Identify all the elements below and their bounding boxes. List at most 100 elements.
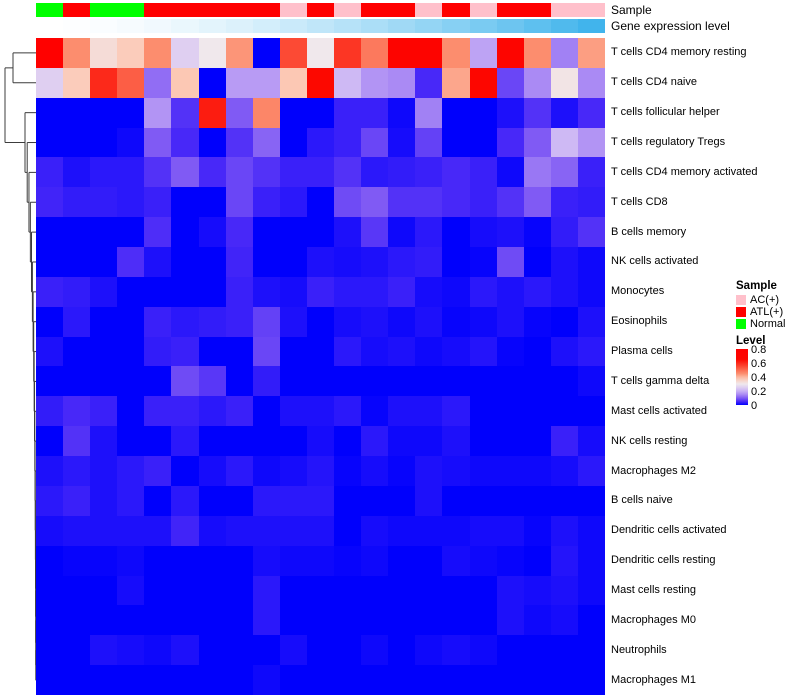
heatmap-cell <box>144 485 172 516</box>
heatmap-cell <box>117 366 145 397</box>
heatmap-cell <box>198 396 226 427</box>
heatmap-cell <box>252 336 280 367</box>
heatmap-cell <box>550 217 578 248</box>
heatmap-cell <box>334 485 362 516</box>
heatmap-cell <box>171 575 199 606</box>
heatmap-cell <box>415 456 443 486</box>
heatmap-cell <box>279 38 307 68</box>
heatmap-cell <box>334 187 362 218</box>
heatmap-cell <box>171 38 199 68</box>
sample-annotation-cell <box>415 3 443 17</box>
heatmap-cell <box>577 67 605 98</box>
heatmap-cell <box>388 157 416 188</box>
legend-sample-title: Sample <box>736 280 777 292</box>
heatmap-cell <box>306 366 335 397</box>
heatmap-cell <box>334 545 362 576</box>
heatmap-cell <box>334 67 362 98</box>
heatmap-cell <box>550 157 578 188</box>
heatmap-cell <box>442 485 470 516</box>
heatmap-cell <box>279 605 307 636</box>
heatmap-cell <box>225 456 253 486</box>
heatmap-cell <box>198 187 226 218</box>
heatmap-cell <box>361 396 389 427</box>
gene-expression-annotation-cell <box>90 19 118 33</box>
heatmap-cell <box>90 67 118 98</box>
heatmap-cell <box>63 485 91 516</box>
heatmap-cell <box>388 127 416 158</box>
heatmap-cell <box>550 426 578 457</box>
heatmap-cell <box>388 485 416 516</box>
heatmap-cell <box>36 247 64 277</box>
sample-annotation-cell <box>36 3 64 17</box>
heatmap-cell <box>171 67 199 98</box>
heatmap-cell <box>279 247 307 277</box>
heatmap-cell <box>63 575 91 606</box>
heatmap-cell <box>550 635 578 666</box>
gene-expression-annotation-cell <box>117 19 145 33</box>
heatmap-cell <box>442 217 470 248</box>
heatmap-cell <box>550 456 578 486</box>
heatmap-cell <box>496 545 524 576</box>
heatmap-cell <box>144 396 172 427</box>
heatmap-cell <box>523 97 551 128</box>
heatmap-cell <box>144 217 172 248</box>
heatmap-cell <box>279 127 307 158</box>
heatmap-cell <box>334 426 362 457</box>
heatmap-cell <box>90 456 118 486</box>
heatmap-cell <box>63 247 91 277</box>
heatmap-cell <box>550 605 578 636</box>
heatmap-cell <box>550 336 578 367</box>
heatmap-cell <box>144 336 172 367</box>
heatmap-cell <box>496 38 524 68</box>
heatmap-cell <box>415 366 443 397</box>
sample-annotation-cell <box>523 3 551 17</box>
heatmap-cell <box>415 665 443 695</box>
level-tick-label: 0.4 <box>751 372 767 384</box>
heatmap-cell <box>415 575 443 606</box>
level-tick-label: 0.6 <box>751 358 767 370</box>
heatmap-cell <box>550 485 578 516</box>
heatmap-cell <box>117 426 145 457</box>
heatmap-cell <box>90 665 118 695</box>
heatmap-cell <box>415 545 443 576</box>
heatmap-cell <box>90 38 118 68</box>
heatmap-cell <box>388 605 416 636</box>
heatmap-cell <box>279 426 307 457</box>
heatmap-cell <box>306 515 335 546</box>
heatmap-cell <box>361 605 389 636</box>
heatmap-cell <box>388 575 416 606</box>
heatmap-cell <box>442 127 470 158</box>
sample-annotation-cell <box>171 3 199 17</box>
heatmap-cell <box>361 336 389 367</box>
heatmap-cell <box>117 187 145 218</box>
heatmap-cell <box>225 366 253 397</box>
heatmap-cell <box>306 396 335 427</box>
heatmap-cell <box>469 336 497 367</box>
heatmap-cell <box>334 456 362 486</box>
heatmap-cell <box>90 187 118 218</box>
row-label: Macrophages M1 <box>611 673 696 686</box>
heatmap-cell <box>63 456 91 486</box>
legend-level-title: Level <box>736 335 766 347</box>
heatmap-cell <box>36 38 64 68</box>
heatmap-cell <box>469 247 497 277</box>
heatmap-cell <box>577 456 605 486</box>
heatmap-cell <box>577 217 605 248</box>
heatmap-cell <box>550 575 578 606</box>
heatmap-cell <box>117 396 145 427</box>
heatmap-cell <box>306 336 335 367</box>
gene-expression-annotation-cell <box>388 19 416 33</box>
heatmap-cell <box>523 157 551 188</box>
heatmap-cell <box>225 187 253 218</box>
gene-expression-annotation-cell <box>198 19 226 33</box>
heatmap-cell <box>171 336 199 367</box>
heatmap-cell <box>334 396 362 427</box>
heatmap-cell <box>469 605 497 636</box>
heatmap-cell <box>198 456 226 486</box>
heatmap-cell <box>198 605 226 636</box>
heatmap-cell <box>523 485 551 516</box>
heatmap-cell <box>334 127 362 158</box>
heatmap-cell <box>225 575 253 606</box>
level-tick-label: 0.2 <box>751 386 767 398</box>
heatmap-cell <box>469 67 497 98</box>
